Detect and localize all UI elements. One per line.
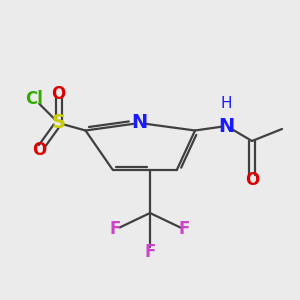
Text: F: F xyxy=(179,220,190,238)
Text: S: S xyxy=(52,113,65,133)
Text: F: F xyxy=(110,220,121,238)
Text: Cl: Cl xyxy=(26,90,44,108)
Text: H: H xyxy=(221,96,232,111)
Text: O: O xyxy=(32,141,46,159)
Text: N: N xyxy=(218,116,235,136)
Text: N: N xyxy=(131,113,148,133)
Text: O: O xyxy=(51,85,66,103)
Text: O: O xyxy=(245,171,259,189)
Text: F: F xyxy=(144,243,156,261)
